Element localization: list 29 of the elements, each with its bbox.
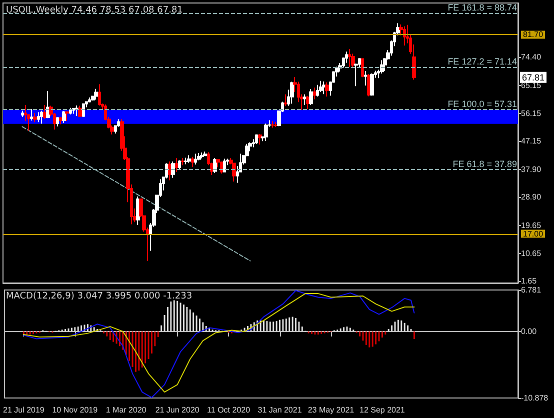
x-tick-label: 23 May 2021 [308, 406, 355, 414]
annotation: 67.81 [522, 72, 545, 82]
y-tick-label: 47.15 [521, 136, 542, 146]
ref-line-label: 17.00 [523, 229, 544, 238]
x-tick-label: 10 Nov 2019 [52, 406, 98, 414]
x-tick-label: 11 Oct 2020 [207, 406, 251, 414]
ref-line-label: FE 161.8 = 88.74 [448, 2, 517, 13]
y-tick-label: 19.65 [521, 221, 542, 230]
y-tick-label: 28.90 [521, 192, 542, 202]
chart-title: USOIL,Weekly 74.46 78.53 67.08 67.81 [6, 6, 183, 16]
y-tick-label: 56.15 [521, 108, 542, 118]
y-tick-label: 0.00 [521, 326, 538, 336]
ref-line-label: FE 127.2 = 71.14 [448, 56, 517, 67]
y-tick-label: 37.90 [521, 164, 542, 174]
chart-title: MACD(12,26,9) 3.047 3.995 0.000 -1.233 [6, 292, 192, 302]
y-tick-label: 65.15 [521, 81, 542, 90]
x-tick-label: 31 Jan 2021 [258, 406, 302, 414]
x-tick-label: 21 Jul 2019 [2, 406, 45, 414]
x-tick-label: 21 Jun 2020 [155, 406, 200, 414]
ref-line-label: FE 61.8 = 37.89 [452, 158, 517, 169]
ref-line-label: 81.70 [523, 30, 544, 40]
y-tick-label: 10.65 [521, 248, 542, 258]
y-tick-label: 6.781 [521, 286, 542, 294]
y-tick-label: -10.878 [521, 394, 549, 402]
y-tick-label: 1.65 [521, 276, 538, 286]
x-tick-label: 1 Mar 2020 [106, 406, 147, 414]
ref-line-label: FE 100.0 = 57.31 [448, 99, 517, 110]
y-tick-label: 74.40 [521, 52, 542, 62]
x-tick-label: 12 Sep 2021 [360, 406, 406, 414]
